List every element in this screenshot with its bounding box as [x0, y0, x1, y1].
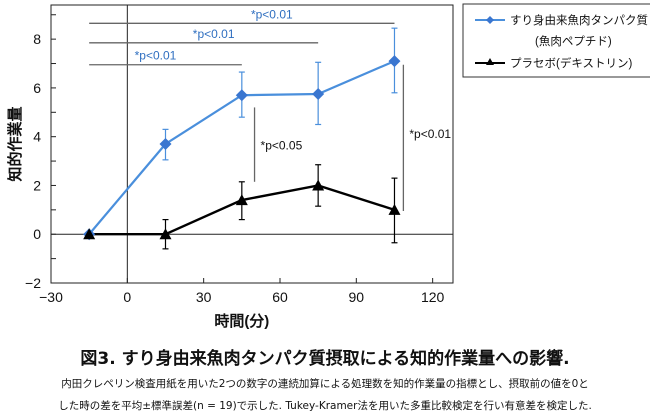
y-tick-label: 4: [33, 129, 41, 145]
line-chart: −30 0 30 60 90 120 −2 0 2 4 6 8 時間(分) 知的作業量 *p<0.01 *p<…: [6, 3, 650, 330]
figure-caption-title: 図3. すり身由来魚肉タンパク質摂取による知的作業量への影響.: [80, 349, 570, 369]
data-point-diamond: [159, 138, 172, 150]
y-tick-label: 0: [33, 226, 41, 242]
x-tick-label: 30: [196, 289, 212, 305]
x-tick-label: 60: [272, 289, 288, 305]
data-point-triangle: [388, 203, 401, 215]
x-axis-label: 時間(分): [214, 312, 269, 330]
data-point-triangle: [159, 228, 172, 240]
legend-marker-diamond: [486, 16, 494, 24]
x-tick-label: −30: [39, 289, 63, 305]
plot-frame: [50, 4, 454, 284]
y-tick-label: 2: [33, 177, 41, 193]
legend-label-fish-protein: すり身由来魚肉タンパク質: [510, 13, 648, 27]
data-point-triangle: [235, 194, 248, 206]
legend-box: [462, 3, 650, 78]
y-tick-label: −2: [25, 275, 41, 291]
significance-label: *p<0.01: [193, 27, 235, 41]
x-tick-label: 0: [123, 289, 131, 305]
data-point-triangle: [83, 228, 96, 240]
y-tick-label: 8: [33, 31, 41, 47]
significance-label: *p<0.01: [251, 7, 293, 21]
x-tick-label: 90: [349, 289, 365, 305]
y-axis-label: 知的作業量: [6, 106, 24, 181]
data-point-diamond: [235, 89, 248, 102]
x-tick-label: 120: [421, 289, 445, 305]
figure-caption-line-2: した時の差を平均±標準誤差(n = 19)で示した. Tukey-Kramer法…: [58, 400, 592, 412]
figure-caption-line-1: 内田クレペリン検査用紙を用いた2つの数字の連続加算による処理数を知的作業量の指標…: [61, 378, 589, 390]
legend-marker-triangle: [486, 58, 494, 65]
data-point-triangle: [312, 179, 325, 191]
legend-label-placebo: プラセボ(デキストリン): [510, 56, 632, 70]
y-tick-label: 6: [33, 80, 41, 96]
data-point-diamond: [388, 55, 401, 68]
significance-label: *p<0.05: [261, 139, 303, 153]
significance-label: *p<0.01: [409, 127, 451, 141]
legend-label-fish-peptide: (魚肉ペプチド): [535, 35, 612, 48]
significance-label: *p<0.01: [135, 49, 177, 63]
data-point-diamond: [312, 88, 325, 101]
